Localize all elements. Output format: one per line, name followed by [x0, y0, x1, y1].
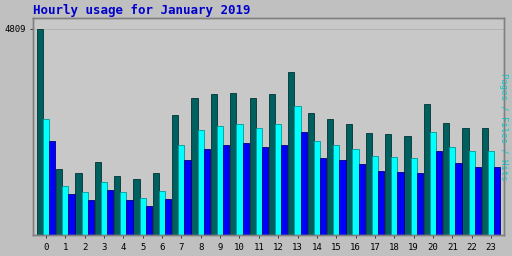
- Bar: [43, 119, 49, 235]
- Bar: [204, 149, 210, 235]
- Text: Hourly usage for January 2019: Hourly usage for January 2019: [33, 4, 251, 17]
- Bar: [372, 156, 378, 235]
- Bar: [178, 145, 184, 235]
- Bar: [397, 172, 403, 235]
- Bar: [120, 192, 126, 235]
- Bar: [230, 93, 237, 235]
- Bar: [159, 191, 165, 235]
- Bar: [494, 167, 500, 235]
- Bar: [475, 167, 481, 235]
- Bar: [378, 171, 384, 235]
- Bar: [339, 160, 346, 235]
- Bar: [140, 198, 146, 235]
- Bar: [468, 152, 475, 235]
- Y-axis label: Pages / Files / Hits: Pages / Files / Hits: [499, 73, 508, 180]
- Bar: [95, 162, 101, 235]
- Bar: [385, 134, 391, 235]
- Bar: [255, 128, 262, 235]
- Bar: [482, 128, 488, 235]
- Bar: [223, 145, 229, 235]
- Bar: [269, 94, 275, 235]
- Bar: [275, 124, 281, 235]
- Bar: [436, 152, 442, 235]
- Bar: [198, 130, 204, 235]
- Bar: [68, 194, 75, 235]
- Bar: [75, 173, 81, 235]
- Bar: [449, 147, 456, 235]
- Bar: [165, 199, 172, 235]
- Bar: [134, 179, 140, 235]
- Bar: [281, 145, 287, 235]
- Bar: [243, 143, 249, 235]
- Bar: [294, 106, 301, 235]
- Bar: [211, 94, 217, 235]
- Bar: [411, 158, 417, 235]
- Bar: [184, 160, 190, 235]
- Bar: [88, 200, 94, 235]
- Bar: [301, 132, 307, 235]
- Bar: [443, 123, 449, 235]
- Bar: [262, 147, 268, 235]
- Bar: [404, 136, 411, 235]
- Bar: [314, 141, 320, 235]
- Bar: [417, 173, 423, 235]
- Bar: [101, 182, 107, 235]
- Bar: [320, 158, 326, 235]
- Bar: [352, 149, 359, 235]
- Bar: [424, 104, 430, 235]
- Bar: [49, 141, 55, 235]
- Bar: [62, 186, 68, 235]
- Bar: [191, 98, 198, 235]
- Bar: [346, 124, 352, 235]
- Bar: [456, 163, 462, 235]
- Bar: [146, 206, 152, 235]
- Bar: [430, 132, 436, 235]
- Bar: [462, 128, 468, 235]
- Bar: [359, 164, 365, 235]
- Bar: [217, 126, 223, 235]
- Bar: [333, 145, 339, 235]
- Bar: [36, 29, 43, 235]
- Bar: [126, 200, 133, 235]
- Bar: [288, 72, 294, 235]
- Bar: [153, 173, 159, 235]
- Bar: [391, 157, 397, 235]
- Bar: [308, 113, 314, 235]
- Bar: [81, 192, 88, 235]
- Bar: [327, 119, 333, 235]
- Bar: [488, 152, 494, 235]
- Bar: [107, 190, 113, 235]
- Bar: [56, 169, 62, 235]
- Bar: [249, 98, 255, 235]
- Bar: [237, 124, 243, 235]
- Bar: [114, 176, 120, 235]
- Bar: [366, 133, 372, 235]
- Bar: [172, 115, 178, 235]
